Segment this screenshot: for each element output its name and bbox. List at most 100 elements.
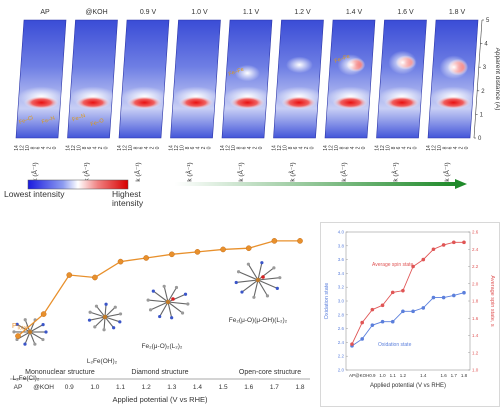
bond xyxy=(163,286,169,303)
atom xyxy=(234,280,238,285)
atom xyxy=(118,320,122,324)
k-tick-label: 14 xyxy=(220,145,226,151)
atom xyxy=(23,318,27,322)
x-tick-label: 1.1 xyxy=(116,384,125,391)
main-peak xyxy=(126,96,163,110)
panel-background xyxy=(376,19,427,139)
panel-label: AP xyxy=(40,9,50,16)
oxidation-spin-chart: 2.02.22.42.62.83.03.23.43.63.84.01.01.21… xyxy=(320,222,500,407)
k-axis-label: k (Å⁻¹) xyxy=(288,162,297,181)
intensity-band xyxy=(439,55,469,79)
k-tick-label: 2 xyxy=(201,146,207,149)
k-tick-label: 6 xyxy=(36,146,42,149)
k-tick-label: 14 xyxy=(375,145,381,151)
colorbar-low-label: Lowest intensity xyxy=(4,189,65,199)
bond xyxy=(257,262,263,281)
k-tick-label: 0 xyxy=(310,146,316,149)
ptotal-point xyxy=(92,274,98,281)
wavelet-panel: 1.0 V 14 12 10 8 6 4 2 0 k (Å⁻¹) xyxy=(169,9,221,182)
atom xyxy=(158,314,162,319)
atom xyxy=(162,284,166,288)
series-label: Average spin state xyxy=(372,262,414,268)
right-tick-label: 1.2 xyxy=(472,350,479,355)
series-point xyxy=(452,293,456,298)
atom xyxy=(240,290,244,294)
atom xyxy=(180,311,185,315)
structure-models: L₂Fe(Cl)₂ L₂Fe(OH)₂ Fe₂(μ-O)₂(L₂)₂ Fe₂(μ-O)… xyxy=(12,261,288,382)
k-tick-label: 2 xyxy=(98,146,104,149)
colorbar xyxy=(27,179,129,190)
structure-label: L₂Fe(Cl)₂ xyxy=(13,375,40,382)
k-tick-label: 10 xyxy=(385,145,391,151)
ptotal-line xyxy=(17,240,300,337)
atom xyxy=(118,312,123,316)
x-tick-label: 1.7 xyxy=(451,373,458,378)
k-tick-label: 2 xyxy=(407,146,413,149)
k-tick-label: 12 xyxy=(71,145,77,151)
region-label: Mononuclear structure xyxy=(25,369,95,376)
panel-background xyxy=(170,19,221,139)
k-tick-label: 14 xyxy=(272,145,278,151)
series-point xyxy=(462,240,466,245)
k-tick-label: 14 xyxy=(14,145,20,151)
bond xyxy=(148,299,169,303)
panel-background xyxy=(427,19,479,139)
ptotal-point xyxy=(66,272,73,278)
k-tick-label: 4 xyxy=(144,146,150,149)
bond xyxy=(89,316,106,321)
k-tick-label: 12 xyxy=(277,145,283,151)
k-tick-label: 8 xyxy=(133,146,139,149)
panel-label: 1.4 V xyxy=(346,9,363,16)
series-point xyxy=(360,337,364,341)
intensity-band xyxy=(234,64,260,82)
atom xyxy=(272,266,276,270)
x-tick-label: 1.8 xyxy=(295,384,304,391)
atom xyxy=(93,325,97,329)
x-axis-title: Applied potential (V vs RHE) xyxy=(112,395,208,404)
left-tick-label: 3.4 xyxy=(338,271,345,276)
k-tick-label: 10 xyxy=(25,145,31,151)
bond xyxy=(96,305,106,318)
fe-atom xyxy=(27,329,33,335)
ptotal-point xyxy=(40,311,47,317)
ptotal-point xyxy=(168,251,175,258)
right-tick-label: 1.4 xyxy=(472,333,479,338)
panel-background xyxy=(15,19,67,139)
k-tick-label: 0 xyxy=(361,146,367,149)
k-tick-label: 2 xyxy=(47,146,53,149)
k-tick-label: 8 xyxy=(185,146,191,149)
ptotal-point xyxy=(297,238,303,244)
ptotal-point xyxy=(194,249,201,255)
intensity-band xyxy=(388,50,417,75)
bond xyxy=(150,301,169,311)
k-tick-label: 4 xyxy=(247,146,253,149)
structure-label: L₂Fe(OH)₂ xyxy=(87,358,118,365)
k-axis-label: k (Å⁻¹) xyxy=(82,162,91,181)
k-tick-label: 12 xyxy=(19,145,25,151)
main-peak xyxy=(229,96,266,110)
atom xyxy=(265,294,270,298)
ptotal-point xyxy=(143,255,150,261)
atom xyxy=(183,292,188,296)
main-peak xyxy=(75,96,111,110)
x-tick-label: 1.1 xyxy=(390,373,397,378)
atom xyxy=(278,276,282,280)
panel-label: 0.9 V xyxy=(140,9,157,16)
k-tick-label: 6 xyxy=(448,146,454,149)
series-point xyxy=(431,247,436,252)
distance-tick-label: 2 xyxy=(481,89,485,95)
bond xyxy=(104,316,120,323)
k-tick-label: 6 xyxy=(87,146,93,149)
k-tick-label: 8 xyxy=(82,146,88,149)
ptotal-point xyxy=(245,245,252,252)
bond xyxy=(257,279,268,297)
bond xyxy=(167,287,177,303)
atom xyxy=(88,310,92,314)
bond xyxy=(153,290,169,303)
panel-background xyxy=(273,19,324,139)
colorbar-high-label: Highest intensity xyxy=(112,189,144,209)
bond-annotation: Fe–N xyxy=(41,115,56,125)
series-point xyxy=(452,240,456,245)
panel-label: 1.8 V xyxy=(449,9,466,16)
atom xyxy=(102,328,106,332)
